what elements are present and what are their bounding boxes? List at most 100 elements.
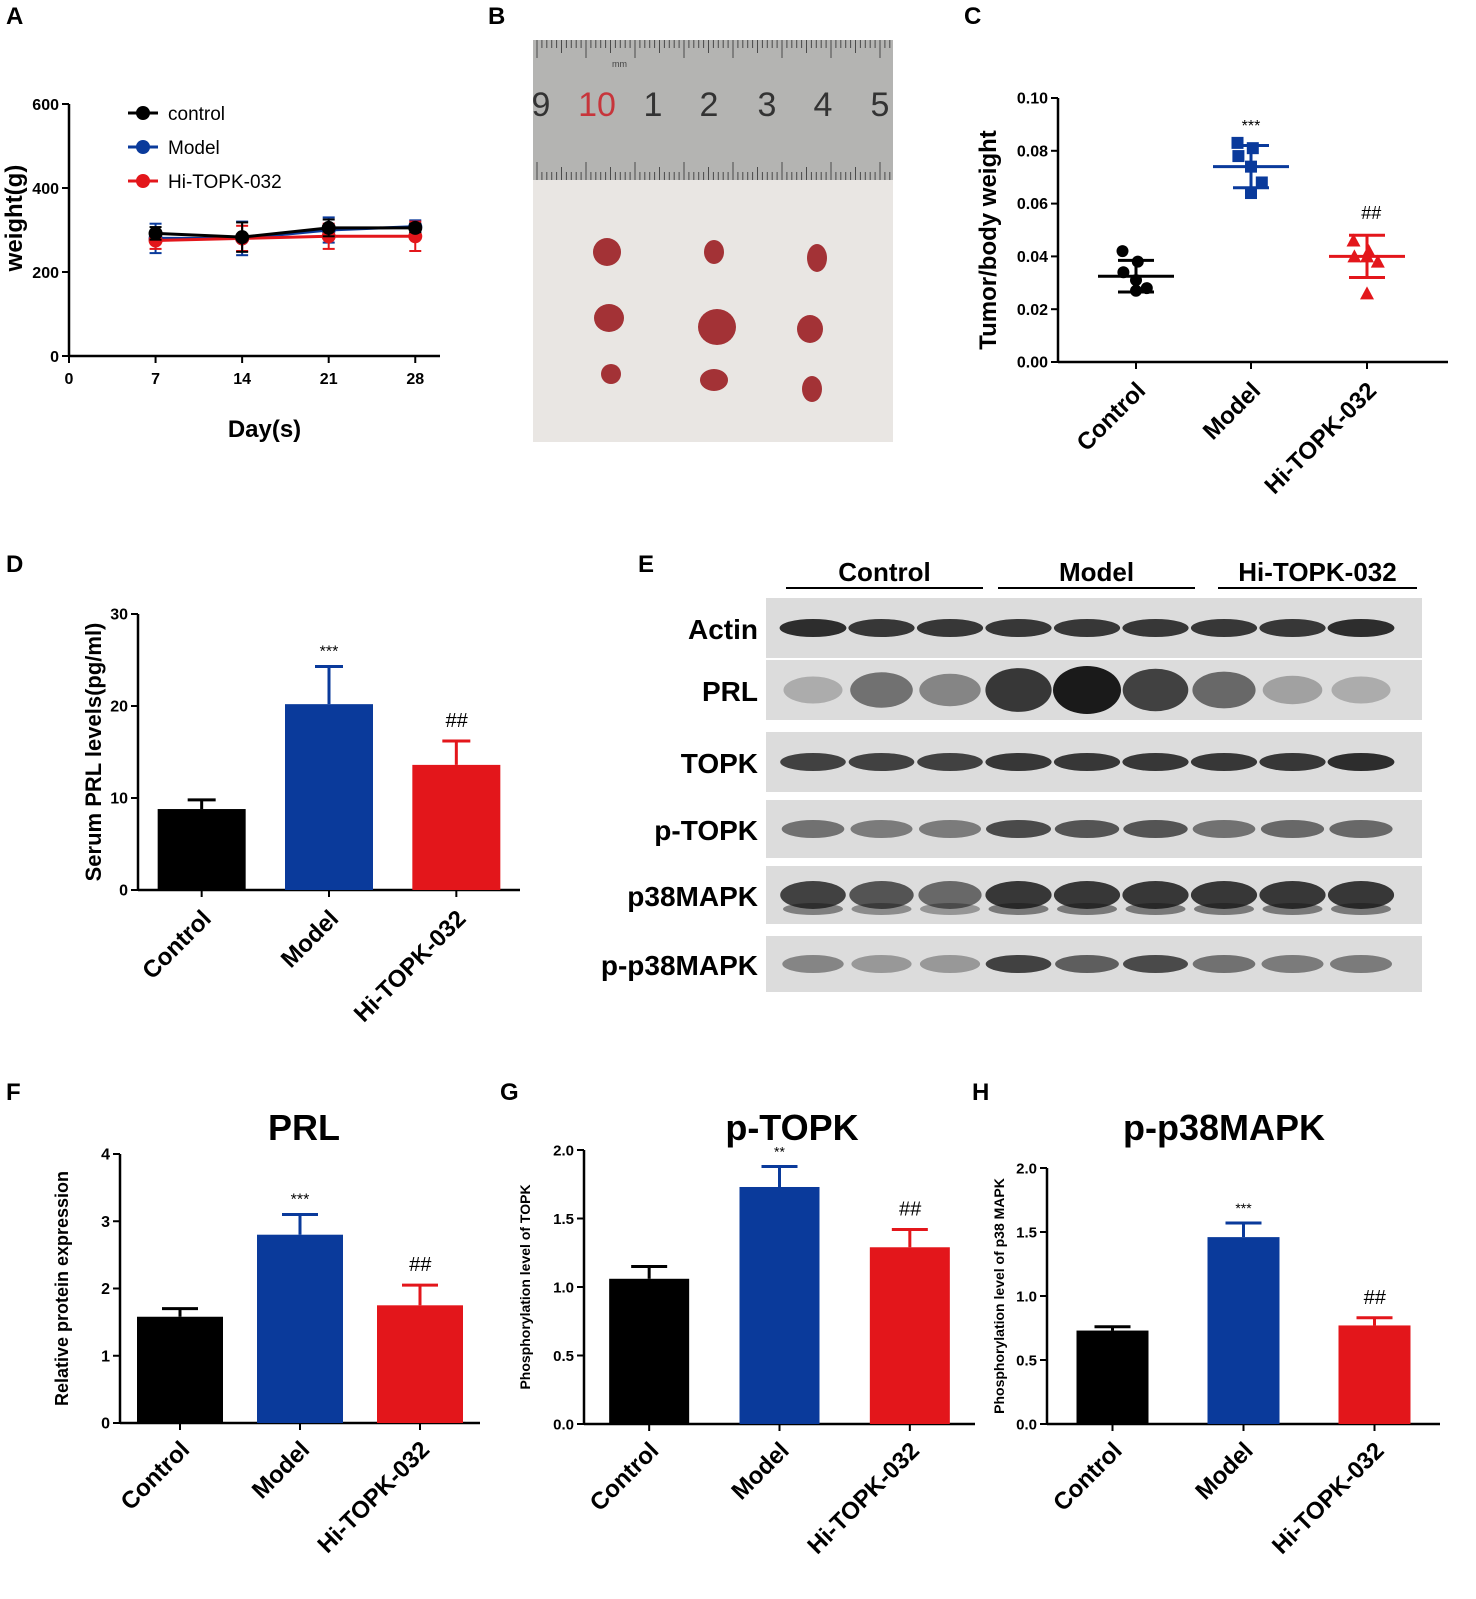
data-point-hi-topk-032 <box>1360 249 1374 263</box>
x-tick-label-hi-topk-032: Hi-TOPK-032 <box>802 1437 925 1560</box>
blot-band <box>1192 671 1256 709</box>
y-axis-label: Serum PRL levels(pg/ml) <box>81 623 106 882</box>
blot-band <box>851 955 912 973</box>
y-axis-label: weight(g) <box>1 165 28 273</box>
blot-row-label-prl: PRL <box>702 676 758 707</box>
data-point-control <box>1130 274 1142 287</box>
group-label-hi-topk-032: Hi-TOPK-032 <box>1238 557 1396 587</box>
legend-marker <box>136 174 150 188</box>
x-tick-label-control: Control <box>116 1436 195 1515</box>
y-tick-label: 0 <box>119 883 128 900</box>
data-point-control <box>1131 255 1144 268</box>
significance-annotation: ## <box>1361 203 1382 223</box>
blot-band <box>1053 881 1121 909</box>
legend-label-control: control <box>168 104 225 125</box>
blot-band <box>848 619 915 637</box>
group-label-control: Control <box>838 557 930 587</box>
y-tick-label: 0.0 <box>1016 1416 1037 1433</box>
bar-model <box>257 1234 343 1423</box>
bar-control <box>609 1278 690 1424</box>
blot-band <box>985 753 1052 771</box>
chart-title: PRL <box>268 1107 340 1148</box>
y-tick-label: 10 <box>110 791 128 808</box>
blot-band <box>919 820 981 838</box>
panel-label-a: A <box>6 3 23 30</box>
bar-hi-topk-032 <box>1338 1325 1411 1424</box>
x-tick-label-model: Model <box>726 1437 794 1505</box>
y-tick-label: 2.0 <box>1016 1160 1037 1177</box>
ruler-number: 9 <box>532 86 551 124</box>
blot-strip-p-topk <box>766 800 1422 858</box>
bar-model <box>1207 1237 1280 1424</box>
blot-band <box>1262 903 1323 915</box>
blot-band <box>779 619 847 637</box>
x-tick-label-hi-topk-032: Hi-TOPK-032 <box>349 905 472 1028</box>
x-tick-label-hi-topk-032: Hi-TOPK-032 <box>1267 1437 1390 1560</box>
chart-title: p-p38MAPK <box>1123 1107 1325 1148</box>
blot-band <box>1055 955 1119 973</box>
x-tick-label: 7 <box>151 371 160 388</box>
y-tick-label: 1.0 <box>553 1279 574 1296</box>
significance-annotation: ## <box>409 1254 432 1276</box>
blot-band <box>1194 903 1254 915</box>
blot-strip-prl <box>766 660 1422 720</box>
tumor <box>698 309 736 345</box>
blot-band <box>1327 753 1395 771</box>
x-tick-label-control: Control <box>1072 377 1151 456</box>
data-point-hi-topk-032 <box>1360 286 1374 300</box>
legend-marker <box>136 106 150 120</box>
blot-band <box>1259 619 1326 637</box>
ruler-number: 3 <box>758 86 777 124</box>
blot-band <box>985 881 1052 909</box>
series-line-hi-topk-032 <box>155 234 416 242</box>
data-point-control <box>1130 284 1142 297</box>
blot-row-label-topk: TOPK <box>681 748 758 779</box>
y-tick-label: 200 <box>32 265 59 282</box>
blot-band <box>1330 955 1392 973</box>
y-tick-label: 4 <box>101 1147 110 1164</box>
blot-band <box>919 673 981 707</box>
data-point-control <box>235 230 250 245</box>
blot-band <box>781 820 845 838</box>
y-axis-label: Phosphorylation level of p38 MAPK <box>991 1178 1007 1414</box>
y-axis-label: Relative protein expression <box>52 1171 72 1406</box>
panel-label-f: F <box>6 1079 21 1106</box>
x-tick-label: 21 <box>320 371 338 388</box>
blot-row-label-actin: Actin <box>688 614 758 645</box>
panel-label-b: B <box>488 3 505 30</box>
data-point-hi-topk-032 <box>1346 233 1361 247</box>
legend-label-model: Model <box>168 138 220 159</box>
bar-control <box>157 809 246 890</box>
blot-band <box>851 903 912 915</box>
blot-band <box>918 881 982 909</box>
panel-label-h: H <box>972 1079 989 1106</box>
y-tick-label: 0.04 <box>1017 249 1048 266</box>
blot-band <box>1327 881 1395 909</box>
y-tick-label: 20 <box>110 699 128 716</box>
data-point-control <box>1116 245 1129 258</box>
blot-band <box>985 619 1052 637</box>
panel-label-d: D <box>6 551 23 578</box>
ruler-number: 4 <box>814 86 833 124</box>
blot-band <box>1122 619 1189 637</box>
blot-band <box>850 672 913 708</box>
tumor <box>807 244 827 272</box>
blot-row-label-p38mapk: p38MAPK <box>627 881 758 912</box>
blot-band <box>1053 753 1121 771</box>
x-tick-label-control: Control <box>585 1437 664 1516</box>
tumor <box>593 238 621 266</box>
blot-band <box>985 955 1052 973</box>
blot-band <box>1262 675 1323 705</box>
blot-band <box>1053 619 1121 637</box>
blot-band <box>780 753 846 771</box>
blot-band <box>1125 903 1186 915</box>
significance-annotation: ** <box>774 1143 785 1159</box>
blot-band <box>1122 753 1189 771</box>
blot-band <box>1054 820 1120 838</box>
tumor <box>704 240 724 264</box>
significance-annotation: *** <box>1235 1200 1252 1216</box>
y-tick-label: 0.00 <box>1017 355 1048 372</box>
ruler-number: 1 <box>644 86 663 124</box>
y-tick-label: 2 <box>101 1281 110 1298</box>
